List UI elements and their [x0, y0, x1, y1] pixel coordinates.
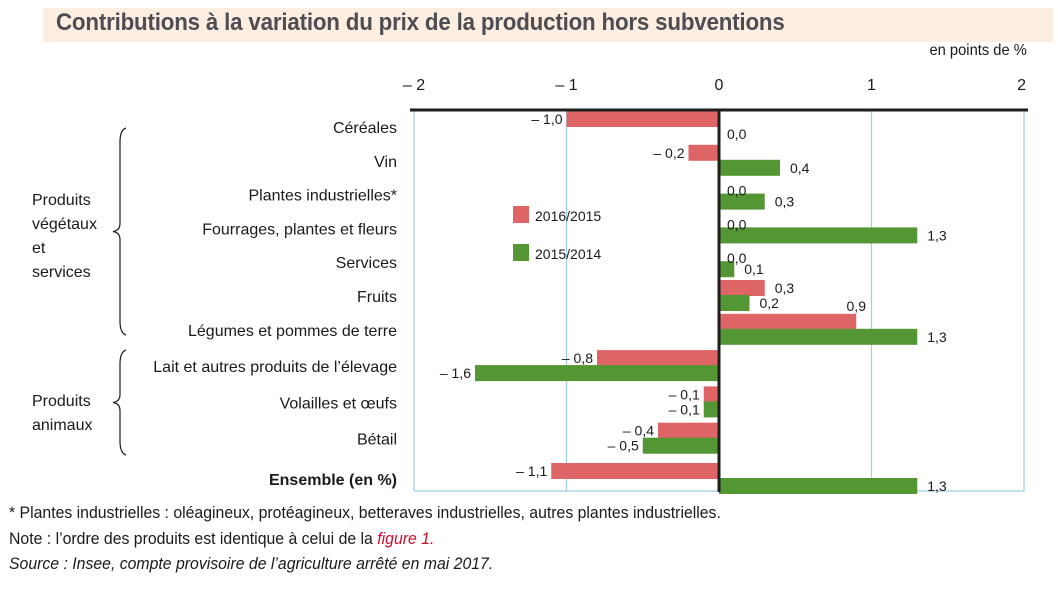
bar-2015-2014	[719, 295, 750, 311]
category-label: Vin	[374, 154, 397, 171]
category-label: Légumes et pommes de terre	[188, 323, 397, 340]
value-labels: – 1,00,0– 0,20,40,00,30,01,30,00,10,30,2…	[440, 111, 947, 494]
category-label: Fruits	[357, 289, 397, 306]
value-label: 1,3	[927, 478, 947, 494]
value-label: – 1,0	[531, 111, 562, 127]
bar-2015-2014	[703, 401, 719, 418]
axes	[410, 108, 1028, 492]
category-label: Ensemble (en %)	[269, 472, 397, 489]
value-label: – 0,8	[562, 350, 593, 366]
x-tick-label: 2	[1017, 77, 1026, 94]
category-label: Lait et autres produits de l’élevage	[153, 359, 397, 376]
x-tick-label: 0	[715, 77, 724, 94]
category-label: Plantes industrielles*	[248, 188, 397, 205]
x-tick-labels: – 2 – 1 0 1 2	[403, 77, 1026, 94]
bar-2016-2015	[551, 463, 719, 479]
value-label: 1,3	[927, 227, 947, 243]
bar-2015-2014	[475, 365, 719, 382]
value-label: 0,2	[760, 295, 780, 311]
value-label: 0,1	[744, 261, 764, 277]
category-label: Fourrages, plantes et fleurs	[202, 221, 397, 238]
value-label: – 0,2	[653, 145, 684, 161]
value-label: 0,3	[775, 194, 795, 210]
legend-label: 2015/2014	[535, 246, 601, 262]
category-label: Céréales	[333, 120, 397, 137]
legend-swatch	[513, 244, 529, 261]
bar-2015-2014	[719, 261, 735, 278]
footnote-asterisk: * Plantes industrielles : oléagineux, pr…	[9, 503, 721, 522]
category-label: Services	[336, 255, 397, 272]
group-label: services	[32, 264, 91, 281]
value-label: 0,3	[775, 280, 795, 296]
bar-2016-2015	[688, 144, 719, 161]
value-label: 1,3	[927, 329, 947, 345]
bar-2016-2015	[703, 386, 719, 403]
group-label: végétaux	[32, 216, 97, 233]
value-label: 0,9	[847, 298, 867, 314]
x-tick-label: – 1	[555, 77, 577, 94]
category-label: Volailles et œufs	[280, 395, 397, 412]
value-label: – 0,1	[669, 386, 700, 402]
bar-2016-2015	[719, 313, 857, 330]
legend: 2016/2015 2015/2014	[513, 206, 601, 262]
brace-bracket	[112, 127, 127, 336]
group-label: Produits	[32, 393, 91, 410]
bar-2016-2015	[566, 111, 719, 127]
value-label: – 0,1	[669, 401, 700, 417]
value-label: 0,4	[790, 160, 810, 176]
legend-label: 2016/2015	[535, 208, 601, 224]
group-brackets: Produits végétaux et services Produits animau…	[32, 127, 127, 456]
bar-2015-2014	[642, 437, 719, 454]
bar-2015-2014	[719, 227, 918, 244]
category-labels: Céréales Vin Plantes industrielles* Fourrag…	[153, 120, 397, 489]
chart-title: Contributions à la variation du prix de …	[56, 9, 785, 36]
value-label: 0,0	[727, 216, 747, 232]
footnote-source: Source : Insee, compte provisoire de l’a…	[9, 554, 494, 573]
x-tick-label: – 2	[403, 77, 425, 94]
bar-2015-2014	[719, 478, 918, 494]
bar-2015-2014	[719, 159, 780, 176]
value-label: 0,0	[727, 183, 747, 199]
brace-bracket	[112, 349, 127, 456]
bar-2016-2015	[658, 422, 719, 439]
bars	[475, 111, 918, 494]
bar-2016-2015	[719, 280, 765, 296]
group-label: animaux	[32, 417, 92, 434]
figure-link[interactable]: figure 1.	[377, 529, 435, 548]
bar-2015-2014	[719, 328, 918, 345]
note-text: Note : l’ordre des produits est identiqu…	[9, 529, 378, 548]
value-label: – 0,5	[608, 438, 639, 454]
value-label: – 1,1	[516, 463, 547, 479]
footnote-note: Note : l’ordre des produits est identiqu…	[9, 529, 434, 549]
unit-label: en points de %	[929, 42, 1027, 59]
title-band	[43, 8, 1053, 42]
value-label: – 0,4	[623, 423, 654, 439]
category-label: Bétail	[357, 432, 397, 449]
value-label: – 1,6	[440, 365, 471, 381]
group-label: Produits	[32, 192, 91, 209]
value-label: 0,0	[727, 126, 747, 142]
value-label: 0,0	[727, 250, 747, 266]
x-tick-label: 1	[867, 77, 876, 94]
group-label: et	[32, 240, 46, 257]
bar-2015-2014	[719, 193, 765, 210]
bar-2016-2015	[597, 350, 719, 367]
legend-swatch	[513, 206, 529, 223]
